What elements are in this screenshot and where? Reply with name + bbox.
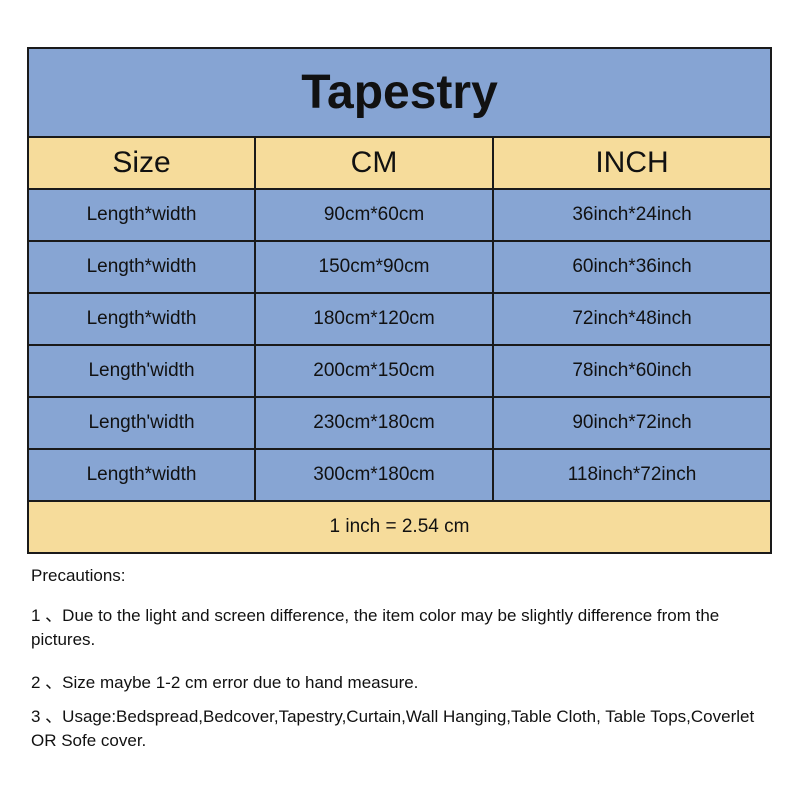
table-row: Length*width 150cm*90cm 60inch*36inch — [27, 240, 772, 294]
cm-cell: 180cm*120cm — [254, 292, 494, 346]
header-inch: INCH — [492, 136, 772, 190]
size-chart-table: Tapestry Size CM INCH Length*width 90cm*… — [27, 47, 772, 554]
size-cell: Length*width — [27, 240, 256, 294]
cm-cell: 150cm*90cm — [254, 240, 494, 294]
inch-cell: 90inch*72inch — [492, 396, 772, 450]
cm-cell: 230cm*180cm — [254, 396, 494, 450]
table-row: Length*width 180cm*120cm 72inch*48inch — [27, 292, 772, 346]
header-cm: CM — [254, 136, 494, 190]
conversion-note: 1 inch = 2.54 cm — [27, 500, 772, 554]
precautions: Precautions: 1 、Due to the light and scr… — [31, 564, 771, 753]
inch-cell: 118inch*72inch — [492, 448, 772, 502]
precaution-item: 2 、Size maybe 1-2 cm error due to hand m… — [31, 673, 419, 692]
inch-cell: 78inch*60inch — [492, 344, 772, 398]
size-cell: Length'width — [27, 344, 256, 398]
precaution-item: 1 、Due to the light and screen differenc… — [31, 606, 720, 649]
header-row: Size CM INCH — [27, 136, 772, 190]
cm-cell: 300cm*180cm — [254, 448, 494, 502]
cm-cell: 200cm*150cm — [254, 344, 494, 398]
table-row: Length'width 230cm*180cm 90inch*72inch — [27, 396, 772, 450]
chart-title: Tapestry — [27, 47, 772, 138]
conversion-row: 1 inch = 2.54 cm — [27, 500, 772, 554]
precautions-title: Precautions: — [31, 566, 126, 585]
inch-cell: 72inch*48inch — [492, 292, 772, 346]
size-cell: Length*width — [27, 448, 256, 502]
table-row: Length'width 200cm*150cm 78inch*60inch — [27, 344, 772, 398]
table-row: Length*width 90cm*60cm 36inch*24inch — [27, 188, 772, 242]
size-cell: Length*width — [27, 292, 256, 346]
size-cell: Length'width — [27, 396, 256, 450]
header-size: Size — [27, 136, 256, 190]
cm-cell: 90cm*60cm — [254, 188, 494, 242]
table-row: Length*width 300cm*180cm 118inch*72inch — [27, 448, 772, 502]
inch-cell: 36inch*24inch — [492, 188, 772, 242]
title-row: Tapestry — [27, 47, 772, 138]
size-cell: Length*width — [27, 188, 256, 242]
inch-cell: 60inch*36inch — [492, 240, 772, 294]
precaution-item: 3 、Usage:Bedspread,Bedcover,Tapestry,Cur… — [31, 707, 755, 750]
